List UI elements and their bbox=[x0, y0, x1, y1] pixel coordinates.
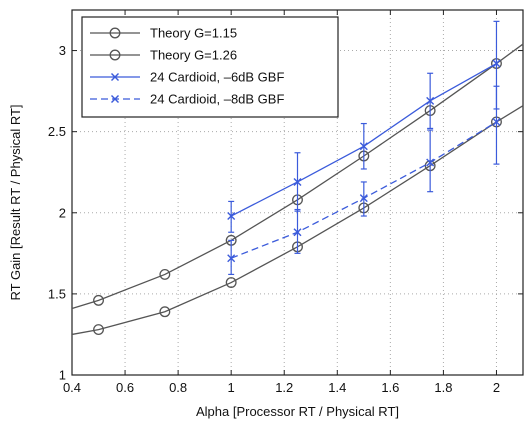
x-marker-stroke bbox=[111, 95, 119, 103]
x-tick-label: 0.8 bbox=[169, 380, 187, 395]
legend-marker bbox=[109, 27, 121, 39]
x-tick-label: 1.6 bbox=[381, 380, 399, 395]
y-tick-label: 2 bbox=[59, 205, 66, 220]
data-point bbox=[225, 277, 237, 288]
x-tick-label: 1 bbox=[228, 380, 235, 395]
x-marker-stroke bbox=[293, 228, 302, 237]
x-marker-stroke bbox=[426, 158, 435, 167]
error-bar bbox=[427, 129, 434, 193]
x-marker-stroke bbox=[492, 117, 501, 126]
x-marker-stroke bbox=[426, 96, 435, 105]
x-tick-label: 0.4 bbox=[63, 380, 81, 395]
data-point bbox=[293, 177, 302, 186]
legend-entry: 24 Cardioid, –8dB GBF bbox=[90, 92, 284, 107]
data-point bbox=[227, 212, 236, 221]
legend-marker bbox=[111, 95, 119, 103]
x-marker-stroke bbox=[359, 142, 368, 151]
data-point bbox=[359, 194, 368, 203]
x-tick-label: 1.4 bbox=[328, 380, 346, 395]
data-point bbox=[159, 268, 171, 280]
legend-entry: 24 Cardioid, –6dB GBF bbox=[90, 70, 284, 85]
x-marker-stroke bbox=[227, 254, 236, 263]
data-point bbox=[492, 117, 501, 126]
x-axis-label: Alpha [Processor RT / Physical RT] bbox=[196, 404, 399, 419]
error-bar bbox=[493, 85, 500, 165]
plot-frame bbox=[71, 9, 524, 376]
x-marker-stroke bbox=[293, 177, 302, 186]
legend: Theory G=1.15 Theory G=1.26 24 Cardioid, –… bbox=[81, 16, 339, 118]
x-tick-label: 1.8 bbox=[434, 380, 452, 395]
data-point bbox=[426, 158, 435, 167]
x-marker-stroke bbox=[227, 212, 236, 221]
series-4 bbox=[227, 85, 501, 276]
data-point bbox=[359, 142, 368, 151]
x-tick-label: 0.6 bbox=[116, 380, 134, 395]
legend-entry: Theory G=1.26 bbox=[90, 48, 237, 63]
legend-label: 24 Cardioid, –6dB GBF bbox=[150, 70, 284, 85]
x-marker-stroke bbox=[111, 73, 119, 81]
data-point bbox=[93, 294, 104, 306]
x-marker-stroke bbox=[359, 194, 368, 203]
legend-label: 24 Cardioid, –8dB GBF bbox=[150, 92, 284, 107]
data-point bbox=[293, 228, 302, 237]
legend-label: Theory G=1.26 bbox=[150, 48, 237, 63]
legend-box bbox=[81, 16, 339, 118]
y-tick-label: 1.5 bbox=[48, 286, 66, 301]
x-marker-stroke bbox=[492, 59, 501, 68]
legend-marker bbox=[109, 49, 121, 61]
x-tick-label: 1.2 bbox=[275, 380, 293, 395]
y-tick-label: 2.5 bbox=[48, 124, 66, 139]
data-point bbox=[93, 324, 104, 336]
y-tick-label: 1 bbox=[59, 368, 66, 383]
series-3 bbox=[227, 20, 501, 233]
ticks: 0.4 0.6 0.8 1 1.2 1.4 1.6 1.8 2 1 1.5 2 2.5 3 bbox=[48, 10, 523, 395]
legend-marker bbox=[111, 73, 119, 81]
legend-label: Theory G=1.15 bbox=[150, 26, 237, 41]
y-axis-label: RT Gain [Result RT / Physical RT] bbox=[8, 104, 23, 300]
series-layer bbox=[71, 20, 524, 336]
data-point bbox=[227, 254, 236, 263]
data-point bbox=[159, 306, 171, 318]
x-tick-label: 2 bbox=[493, 380, 500, 395]
data-point bbox=[492, 59, 501, 68]
legend-entry: Theory G=1.15 bbox=[90, 26, 237, 41]
data-point bbox=[426, 96, 435, 105]
y-tick-label: 3 bbox=[59, 43, 66, 58]
